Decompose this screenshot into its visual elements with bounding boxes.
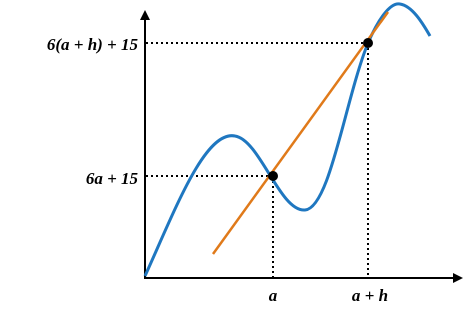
curve <box>143 2 432 277</box>
secant-line <box>211 11 390 255</box>
y-label-upper: 6(a + h) + 15 <box>47 35 139 54</box>
y-axis-arrow <box>140 10 150 20</box>
point <box>268 171 278 181</box>
point <box>363 38 373 48</box>
x-axis-arrow <box>453 273 463 283</box>
y-label-lower: 6a + 15 <box>86 169 139 188</box>
x-label-left: a <box>269 286 278 305</box>
x-label-right: a + h <box>352 286 388 305</box>
